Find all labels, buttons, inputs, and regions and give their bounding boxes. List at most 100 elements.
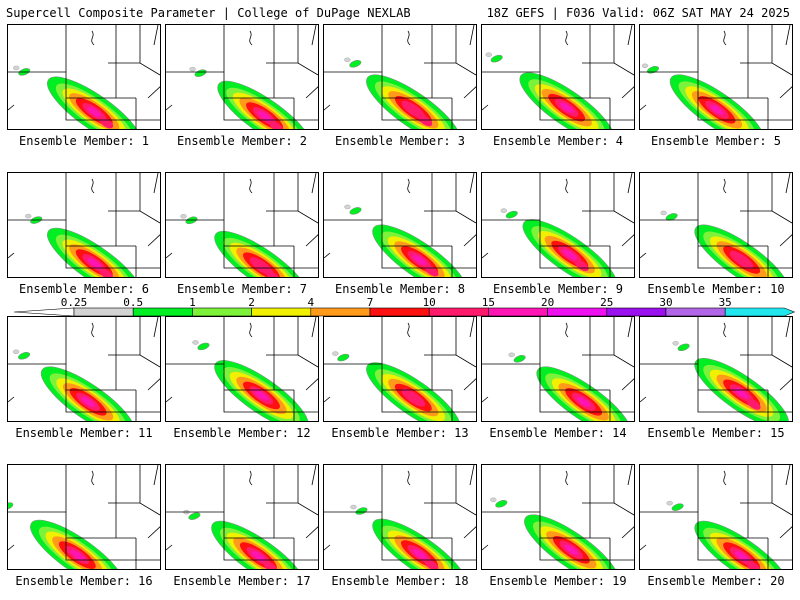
member-map-panel (481, 172, 635, 278)
member-map-panel (639, 316, 793, 422)
legend-tick-label: 4 (307, 296, 314, 309)
legend-tick-label: 0.5 (123, 296, 143, 309)
legend-color-swatch (488, 307, 548, 317)
state-boundaries (482, 173, 634, 277)
color-scale-legend: 0.25 0.5 1 2 4 7 10 15 20 25 30 35 (13, 296, 796, 317)
member-map-panel (481, 24, 635, 130)
member-caption: Ensemble Member: 13 (331, 426, 469, 440)
member-map-panel (165, 172, 319, 278)
state-boundaries (8, 25, 160, 129)
member-map-panel (165, 316, 319, 422)
legend-tick-label: 35 (719, 296, 732, 309)
state-boundaries (482, 25, 634, 129)
state-boundaries (640, 465, 792, 569)
chart-title: Supercell Composite Parameter | College … (6, 6, 411, 20)
state-boundaries (640, 25, 792, 129)
member-caption: Ensemble Member: 7 (176, 282, 308, 296)
state-boundaries (8, 173, 160, 277)
state-boundaries (166, 173, 318, 277)
legend-color-swatch (724, 307, 796, 317)
member-caption: Ensemble Member: 11 (15, 426, 153, 440)
state-boundaries (166, 25, 318, 129)
member-caption: Ensemble Member: 16 (15, 574, 153, 588)
legend-color-swatch (665, 307, 726, 317)
legend-tick-label: 2 (248, 296, 255, 309)
legend-tick-label: 7 (367, 296, 374, 309)
member-caption: Ensemble Member: 17 (173, 574, 311, 588)
member-map-panel (323, 316, 477, 422)
member-caption: Ensemble Member: 18 (331, 574, 469, 588)
state-boundaries (324, 25, 476, 129)
legend-color-swatch (428, 307, 489, 317)
member-caption: Ensemble Member: 9 (492, 282, 624, 296)
member-map-panel (165, 464, 319, 570)
member-map-panel (481, 464, 635, 570)
legend-color-swatch (369, 307, 430, 317)
state-boundaries (8, 317, 160, 421)
member-map-panel (481, 316, 635, 422)
member-map-panel (323, 172, 477, 278)
member-caption: Ensemble Member: 3 (334, 134, 466, 148)
member-caption: Ensemble Member: 10 (647, 282, 785, 296)
scp-contours (522, 219, 617, 277)
state-boundaries (324, 465, 476, 569)
legend-color-swatch (547, 307, 608, 317)
member-map-panel (323, 464, 477, 570)
state-boundaries (482, 317, 634, 421)
scp-contours (214, 231, 309, 277)
member-map-panel (165, 24, 319, 130)
member-caption: Ensemble Member: 5 (650, 134, 782, 148)
legend-color-swatch (606, 307, 667, 317)
member-map-panel (7, 316, 161, 422)
state-boundaries (640, 317, 792, 421)
legend-color-swatch (192, 307, 252, 317)
member-map-panel (323, 24, 477, 130)
scp-contours (372, 518, 467, 569)
legend-tick-label: 25 (600, 296, 613, 309)
state-boundaries (8, 465, 160, 569)
legend-left-arrow (13, 307, 75, 317)
member-caption: Ensemble Member: 6 (18, 282, 150, 296)
scp-contours (694, 520, 789, 569)
member-caption: Ensemble Member: 4 (492, 134, 624, 148)
state-boundaries (324, 317, 476, 421)
state-boundaries (640, 173, 792, 277)
scp-contours (524, 514, 619, 569)
member-map-panel (7, 464, 161, 570)
legend-color-swatch (73, 307, 134, 317)
legend-tick-label: 1 (189, 296, 196, 309)
legend-tick-label: 15 (482, 296, 495, 309)
valid-time-label: 18Z GEFS | F036 Valid: 06Z SAT MAY 24 20… (486, 6, 790, 20)
scp-contours (217, 80, 312, 129)
member-map-panel (639, 172, 793, 278)
scp-contours (536, 366, 631, 421)
member-caption: Ensemble Member: 12 (173, 426, 311, 440)
member-map-panel (639, 24, 793, 130)
member-caption: Ensemble Member: 19 (489, 574, 627, 588)
legend-tick-label: 10 (423, 296, 436, 309)
legend-tick-label: 30 (659, 296, 672, 309)
member-caption: Ensemble Member: 1 (18, 134, 150, 148)
member-caption: Ensemble Member: 14 (489, 426, 627, 440)
member-caption: Ensemble Member: 2 (176, 134, 308, 148)
scp-contours (30, 519, 125, 569)
legend-tick-label: 20 (541, 296, 554, 309)
member-map-panel (639, 464, 793, 570)
legend-color-swatch (132, 307, 193, 317)
member-map-panel (7, 172, 161, 278)
legend-color-swatch (251, 307, 312, 317)
member-caption: Ensemble Member: 20 (647, 574, 785, 588)
scp-contours (211, 520, 306, 569)
member-caption: Ensemble Member: 15 (647, 426, 785, 440)
state-boundaries (482, 465, 634, 569)
state-boundaries (166, 317, 318, 421)
legend-tick-label: 0.25 (61, 296, 88, 309)
scp-contours (519, 72, 614, 129)
scp-contours (214, 360, 309, 421)
scp-contours (694, 358, 789, 421)
state-boundaries (324, 173, 476, 277)
scp-contours (669, 74, 765, 129)
scp-contours (47, 227, 142, 277)
state-boundaries (166, 465, 318, 569)
legend-color-swatch (310, 307, 371, 317)
